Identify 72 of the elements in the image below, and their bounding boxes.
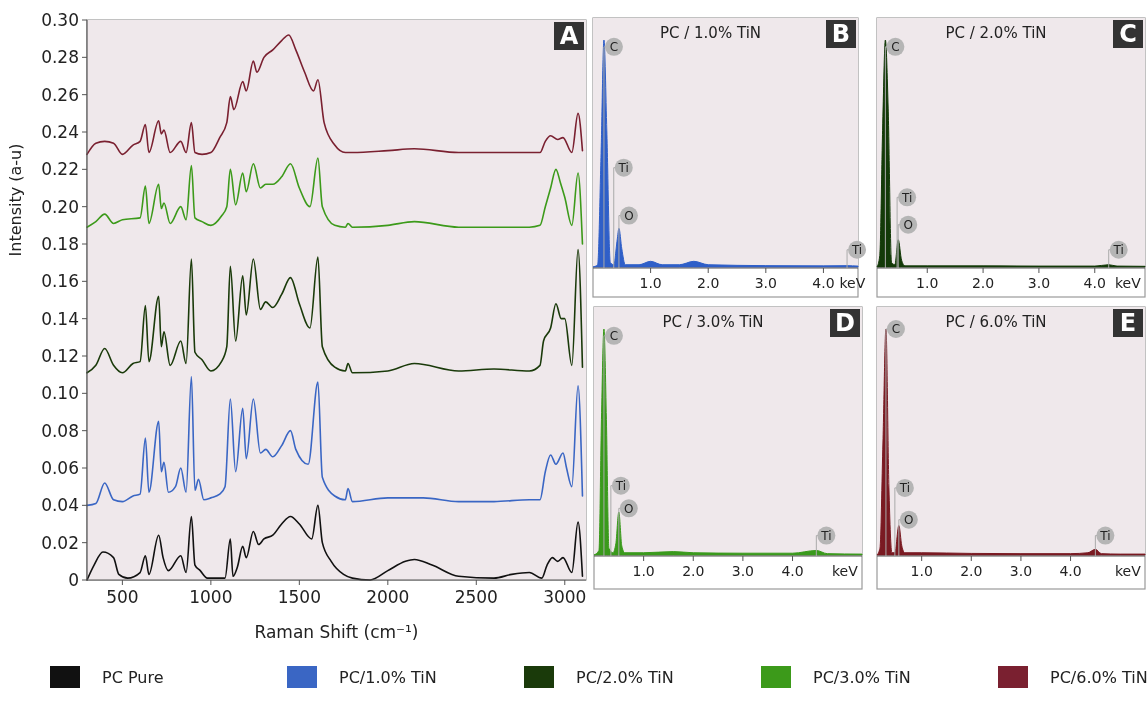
chart-title: PC / 6.0% TiN xyxy=(945,313,1047,331)
annotation: A xyxy=(559,22,579,50)
ref-line-label: O xyxy=(624,208,634,223)
x-tick-label: 3.0 xyxy=(731,563,755,579)
x-tick-label: 3.0 xyxy=(1027,275,1051,291)
ref-line-label: C xyxy=(609,40,619,55)
y-tick-label: 0.06 xyxy=(41,457,79,478)
annotation: B xyxy=(831,20,851,48)
x-tick-label: 3.0 xyxy=(1009,563,1033,579)
annotation: D xyxy=(835,309,855,337)
y-tick-label: 0.04 xyxy=(41,495,79,516)
x-axis-title: keV xyxy=(839,275,866,291)
legend-label: PC/2.0% TiN xyxy=(576,668,674,687)
y-tick-label: 0 xyxy=(68,569,79,590)
x-tick-label: 2.0 xyxy=(697,275,720,291)
x-tick-label: 4.0 xyxy=(812,275,835,291)
x-tick-label: 4.0 xyxy=(1083,275,1106,291)
chart-title: PC / 3.0% TiN xyxy=(662,313,764,331)
legend-label: PC/6.0% TiN xyxy=(1050,668,1147,687)
y-tick-label: 0.24 xyxy=(41,121,79,142)
annotation: E xyxy=(1119,309,1137,337)
y-tick-label: 0.12 xyxy=(41,345,79,366)
ref-line-label: O xyxy=(903,218,913,232)
ref-line-label: C xyxy=(891,40,900,55)
x-tick-label: 1.0 xyxy=(916,275,939,291)
x-axis-title: keV xyxy=(1115,563,1142,579)
x-tick-label: 500 xyxy=(106,587,139,607)
ref-line-label: Ti xyxy=(617,161,629,175)
ref-line-label: Ti xyxy=(900,190,913,205)
chart-title: PC / 2.0% TiN xyxy=(945,24,1047,42)
x-tick-label: 1500 xyxy=(277,587,321,607)
x-tick-label: 1.0 xyxy=(910,563,933,579)
y-tick-label: 0.30 xyxy=(41,9,79,30)
ref-line-label: C xyxy=(609,329,619,344)
x-tick-label: 2.0 xyxy=(682,563,705,579)
x-tick-label: 2000 xyxy=(366,587,410,607)
x-tick-label: 1000 xyxy=(189,587,233,607)
y-tick-label: 0.20 xyxy=(41,196,79,217)
ref-line-label: Ti xyxy=(1099,528,1111,543)
ref-line-label: Ti xyxy=(820,528,832,543)
y-tick-label: 0.26 xyxy=(41,84,79,105)
y-tick-label: 0.08 xyxy=(41,420,79,441)
x-tick-label: 2500 xyxy=(454,587,498,607)
x-tick-label: 4.0 xyxy=(781,563,804,579)
x-tick-label: 4.0 xyxy=(1059,563,1082,579)
y-tick-label: 0.22 xyxy=(41,159,79,180)
annotation: C xyxy=(1119,20,1137,48)
x-tick-label: 3.0 xyxy=(754,275,777,291)
x-axis-title: keV xyxy=(832,563,859,579)
legend-label: PC/3.0% TiN xyxy=(813,668,911,687)
legend-label: PC Pure xyxy=(102,668,164,687)
y-tick-label: 0.02 xyxy=(41,532,79,553)
x-tick-label: 3000 xyxy=(543,587,587,607)
x-tick-label: 2.0 xyxy=(971,275,995,291)
y-tick-label: 0.14 xyxy=(41,308,79,329)
y-tick-label: 0.28 xyxy=(41,47,79,68)
chart-title: PC / 1.0% TiN xyxy=(659,24,762,42)
y-tick-label: 0.16 xyxy=(41,271,79,292)
y-tick-label: 0.10 xyxy=(41,383,79,404)
ref-line-label: Ti xyxy=(1112,243,1124,258)
x-axis-title: Raman Shift (cm⁻¹) xyxy=(254,622,419,642)
ref-line-label: Ti xyxy=(850,243,863,258)
ref-line-label: O xyxy=(904,513,914,527)
x-tick-label: 1.0 xyxy=(639,275,662,291)
ref-line-label: O xyxy=(624,501,634,516)
y-axis-title: Intensity (a-u) xyxy=(6,143,25,257)
ref-line-label: C xyxy=(891,322,901,337)
legend-label: PC/1.0% TiN xyxy=(339,668,437,687)
x-tick-label: 1.0 xyxy=(632,563,655,579)
y-tick-label: 0.18 xyxy=(41,233,79,254)
x-axis-title: keV xyxy=(1115,275,1142,291)
x-tick-label: 2.0 xyxy=(960,563,983,579)
